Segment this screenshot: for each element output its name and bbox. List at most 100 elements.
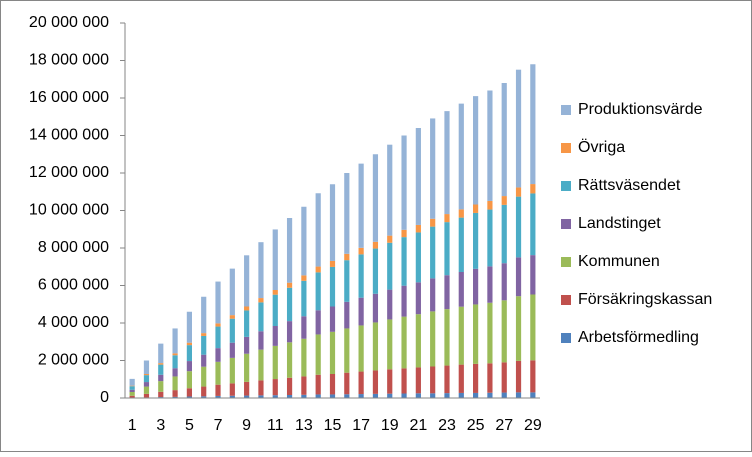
bar-segment: [130, 396, 135, 398]
bar-segment: [430, 367, 435, 394]
bar-segment: [487, 393, 492, 398]
bar-segment: [287, 342, 292, 377]
bar-segment: [344, 260, 349, 302]
bar-segment: [430, 393, 435, 398]
bar-segment: [273, 326, 278, 346]
bar-segment: [530, 392, 535, 398]
legend-label: Produktionsvärde: [578, 101, 703, 118]
bar-segment: [130, 386, 135, 390]
bar-segment: [172, 355, 177, 368]
bar-segment: [401, 230, 406, 237]
bar-segment: [387, 145, 392, 236]
x-tick-label: 13: [295, 417, 313, 434]
bar-segment: [330, 261, 335, 267]
bar-segment: [144, 361, 149, 375]
bar-segment: [244, 307, 249, 311]
bar-segment: [187, 361, 192, 371]
bar-segment: [215, 327, 220, 349]
bar-segment: [444, 309, 449, 365]
bar-segment: [301, 207, 306, 276]
bar-segment: [316, 375, 321, 395]
bar-segment: [430, 311, 435, 366]
bar-segment: [158, 344, 163, 364]
bar-segment: [158, 375, 163, 381]
bar-segment: [258, 302, 263, 331]
legend-label: Övriga: [578, 138, 625, 156]
bar-segment: [215, 362, 220, 385]
bar-segment: [473, 205, 478, 213]
bar-segment: [459, 393, 464, 398]
bar-segment: [516, 257, 521, 296]
bar-segment: [387, 369, 392, 393]
bar-segment: [130, 392, 135, 396]
bar-segment: [287, 378, 292, 395]
x-tick-label: 23: [438, 417, 456, 434]
bar-segment: [487, 91, 492, 201]
bar-segment: [359, 254, 364, 297]
bar-segment: [401, 368, 406, 393]
bar-segment: [530, 64, 535, 184]
x-tick-label: 1: [128, 417, 137, 434]
bar-segment: [459, 307, 464, 365]
y-tick-label: 4 000 000: [38, 314, 109, 331]
bar-segment: [373, 394, 378, 398]
legend-swatch: [561, 219, 571, 229]
bar-segment: [459, 365, 464, 393]
bar-segment: [244, 382, 249, 396]
bar-segment: [316, 267, 321, 273]
bar-segment: [344, 173, 349, 254]
bar-segment: [344, 394, 349, 398]
bar-segment: [401, 237, 406, 286]
bar-segment: [273, 379, 278, 395]
bar-segment: [201, 336, 206, 355]
bar-segment: [244, 255, 249, 306]
y-tick-label: 6 000 000: [38, 277, 109, 294]
bar-segment: [258, 331, 263, 349]
bar-segment: [530, 295, 535, 361]
x-tick-label: 29: [524, 417, 542, 434]
bar-segment: [158, 363, 163, 365]
legend-swatch: [561, 181, 571, 191]
bar-segment: [301, 316, 306, 339]
x-tick-label: 7: [214, 417, 223, 434]
bar-segment: [416, 314, 421, 367]
bar-segment: [444, 222, 449, 275]
bar-segment: [444, 393, 449, 398]
bar-segment: [273, 290, 278, 295]
bar-segment: [487, 210, 492, 267]
bar-segment: [215, 348, 220, 362]
legend-label: Arbetsförmedling: [578, 329, 699, 346]
legend-label: Kommunen: [578, 253, 660, 270]
bar-segment: [230, 358, 235, 384]
bar-segment: [316, 272, 321, 310]
bar-segment: [502, 300, 507, 362]
bar-segment: [201, 297, 206, 333]
bar-segment: [401, 286, 406, 317]
bar-segment: [459, 104, 464, 210]
bar-segment: [172, 368, 177, 376]
bar-segment: [430, 118, 435, 218]
bar-segment: [516, 197, 521, 258]
bar-segment: [230, 319, 235, 343]
bar-segment: [287, 321, 292, 342]
legend-swatch: [561, 333, 571, 343]
bar-segment: [144, 375, 149, 382]
bar-segment: [401, 136, 406, 230]
bar-segment: [330, 307, 335, 332]
bar-segment: [172, 376, 177, 390]
legend-swatch: [561, 105, 571, 115]
bar-segment: [172, 390, 177, 397]
y-tick-label: 0: [100, 389, 109, 406]
bar-segment: [144, 387, 149, 394]
x-tick-label: 25: [467, 417, 485, 434]
x-tick-label: 19: [381, 417, 399, 434]
bar-segment: [516, 392, 521, 398]
bar-segment: [473, 393, 478, 398]
bar-segment: [316, 394, 321, 398]
x-tick-label: 17: [352, 417, 370, 434]
bar-segment: [473, 213, 478, 269]
bar-segment: [287, 283, 292, 288]
y-tick-label: 2 000 000: [38, 352, 109, 369]
x-tick-label: 5: [185, 417, 194, 434]
